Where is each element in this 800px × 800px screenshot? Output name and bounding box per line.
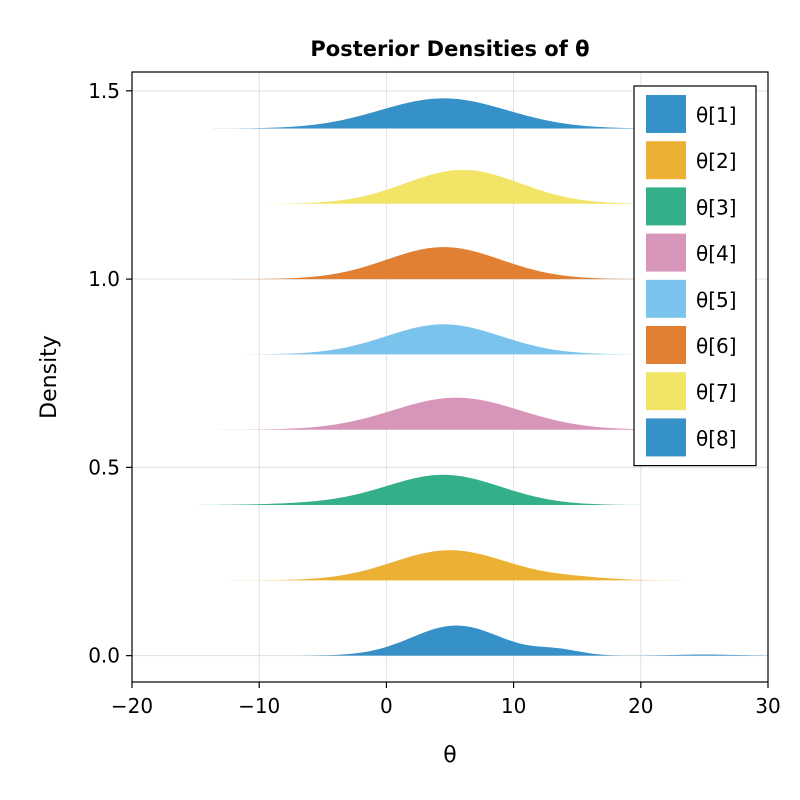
x-axis: −20 −10 0 10 20 30 <box>111 682 781 718</box>
plot-frame <box>131 71 769 683</box>
legend-label: θ[4] <box>696 242 737 266</box>
y-tick-label: 0.0 <box>88 644 120 668</box>
legend-swatch <box>646 418 686 457</box>
y-axis: 0.0 0.5 1.0 1.5 <box>88 79 132 668</box>
density-area-7 <box>259 169 654 204</box>
legend-swatch <box>646 279 686 318</box>
y-tick-label: 0.5 <box>88 455 120 479</box>
density-area-5 <box>132 324 667 355</box>
density-area-3 <box>132 474 692 506</box>
density-area-8 <box>170 98 641 129</box>
legend: θ[1] θ[2] θ[3] θ[4] θ[5] θ[6] θ[7] θ[8] <box>633 85 757 467</box>
legend-swatch <box>646 95 686 133</box>
chart-title: Posterior Densities of θ <box>310 37 589 61</box>
legend-label: θ[2] <box>696 149 737 173</box>
x-axis-label: θ <box>443 743 456 768</box>
x-tick-label: 10 <box>501 694 526 718</box>
x-tick-label: −10 <box>238 694 280 718</box>
x-tick-label: 20 <box>628 694 653 718</box>
legend-swatch <box>646 326 686 364</box>
legend-label: θ[5] <box>696 288 737 312</box>
x-tick-label: 30 <box>755 694 780 718</box>
legend-label: θ[7] <box>696 380 737 404</box>
y-axis-label: Density <box>37 335 62 419</box>
legend-swatch <box>646 141 686 180</box>
y-tick-label: 1.5 <box>88 79 120 103</box>
density-area-6 <box>170 247 654 280</box>
density-area-2 <box>221 550 769 581</box>
legend-label: θ[6] <box>696 334 737 358</box>
legend-label: θ[8] <box>696 426 737 450</box>
plot-area <box>132 98 769 656</box>
legend-swatch <box>646 233 686 272</box>
density-area-4 <box>144 397 692 430</box>
density-area-1 <box>132 625 768 656</box>
legend-label: θ[3] <box>696 195 737 219</box>
x-tick-label: −20 <box>111 694 153 718</box>
y-tick-label: 1.0 <box>88 267 120 291</box>
x-tick-label: 0 <box>380 694 393 718</box>
legend-swatch <box>646 187 686 226</box>
legend-label: θ[1] <box>696 103 737 127</box>
legend-swatch <box>646 372 686 411</box>
